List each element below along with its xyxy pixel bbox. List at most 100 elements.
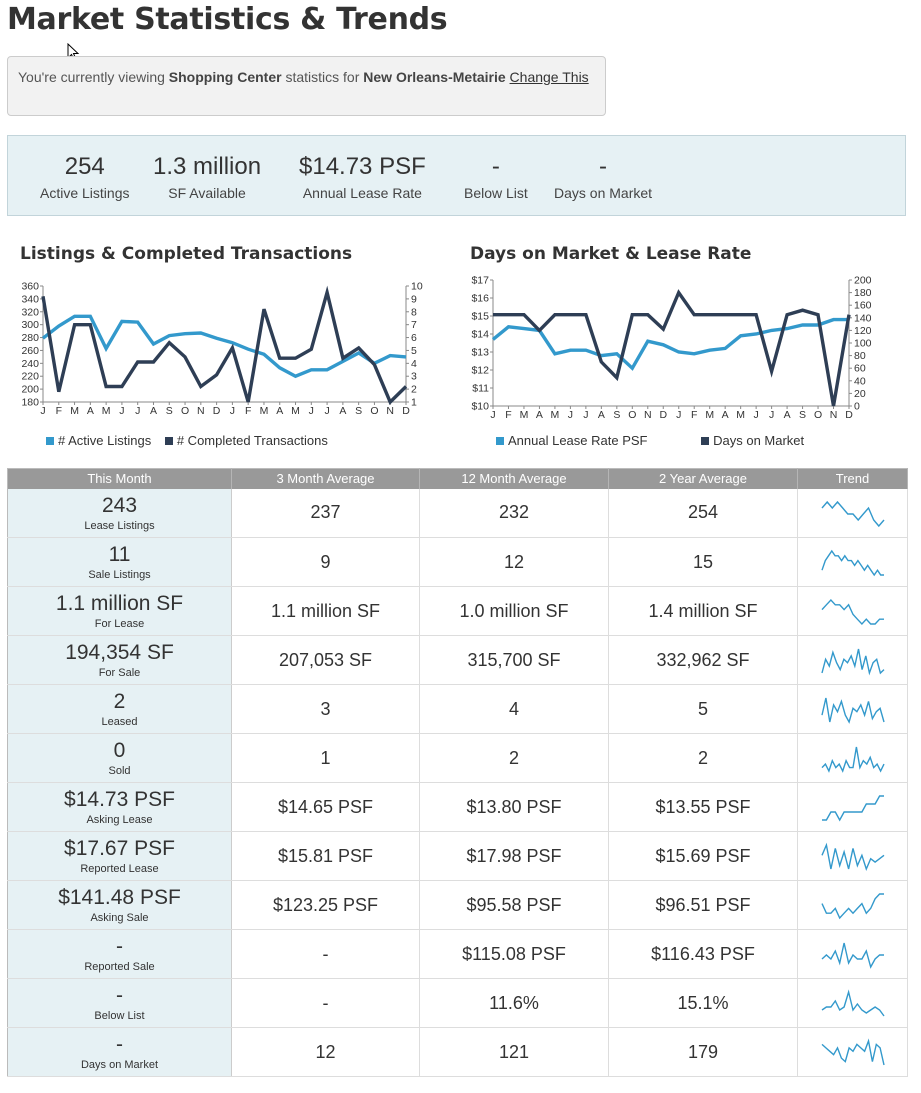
twelve-month-average-cell: $17.98 PSF (419, 831, 609, 881)
sparkline-path (821, 942, 884, 969)
legend-label: # Active Listings (58, 433, 152, 448)
x-tick-label: O (181, 405, 189, 417)
y-tick-label-left: 280 (21, 332, 39, 344)
three-month-average-cell: 1 (231, 733, 420, 783)
twelve-month-average-cell: 315,700 SF (419, 635, 609, 685)
header-3-month-average: 3 Month Average (231, 468, 420, 489)
y-tick-label-left: $12 (471, 365, 489, 377)
this-month-value: 194,354 SF (65, 641, 174, 664)
this-month-value: - (116, 935, 123, 958)
trend-cell (797, 537, 908, 587)
this-month-cell: $14.73 PSF Asking Lease (7, 782, 232, 832)
table-row: - Below List -11.6% 15.1% (7, 978, 908, 1028)
x-tick-label: N (197, 405, 205, 417)
this-month-cell: 0 Sold (7, 733, 232, 783)
table-header-row: This Month 3 Month Average 12 Month Aver… (7, 468, 908, 489)
sparkline-path (820, 549, 884, 577)
x-tick-label: N (644, 409, 652, 421)
this-month-value: $17.67 PSF (64, 837, 175, 860)
x-tick-label: D (845, 409, 853, 421)
series-line-0 (41, 314, 407, 379)
this-month-cell: 194,354 SF For Sale (7, 635, 232, 685)
twelve-month-average-cell: $13.80 PSF (419, 782, 609, 832)
series-line-1 (41, 285, 408, 405)
this-month-value: 2 (113, 690, 126, 713)
summary-value: 254 (64, 153, 105, 180)
metric-label: Reported Sale (84, 961, 155, 973)
sparkline-path (820, 648, 884, 676)
x-tick-label: J (490, 409, 495, 421)
summary-days-on-market: - Days on Market (554, 152, 652, 202)
y-tick-label-right: 0 (854, 401, 860, 413)
twelve-month-average-cell: 1.0 million SF (419, 586, 609, 636)
legend-label: Days on Market (713, 433, 805, 448)
header-12-month-average: 12 Month Average (419, 468, 609, 489)
metric-label: Leased (101, 716, 138, 728)
x-tick-label: F (56, 405, 62, 417)
three-month-average-cell: $15.81 PSF (231, 831, 420, 881)
three-month-average-cell: $14.65 PSF (231, 782, 420, 832)
change-market-link[interactable]: Change This (509, 69, 589, 85)
summary-annual-lease-rate: $14.73 PSF Annual Lease Rate (299, 152, 426, 202)
legend-label: Annual Lease Rate PSF (508, 433, 648, 448)
twelve-month-average-cell: 2 (419, 733, 609, 783)
three-month-average-cell: 9 (231, 537, 420, 587)
summary-label: SF Available (168, 185, 246, 201)
trend-sparkline (820, 549, 884, 577)
summary-label: Days on Market (554, 185, 653, 201)
x-tick-label: S (613, 409, 620, 421)
table-row: 1.1 million SF For Lease 1.1 million SF 1.0… (7, 586, 908, 636)
this-month-cell: $141.48 PSF Asking Sale (7, 880, 232, 930)
x-tick-label: M (736, 409, 745, 421)
trend-sparkline (821, 1038, 885, 1066)
summary-below-list: - Below List (464, 152, 528, 202)
table-row: 2 Leased 3 4 5 (7, 684, 908, 734)
y-tick-label-right: 5 (411, 345, 417, 357)
x-tick-label: A (784, 409, 791, 421)
table-row: - Reported Sale - $115.08 PSF $116.43 PSF (7, 929, 908, 979)
this-month-cell: $17.67 PSF Reported Lease (7, 831, 232, 881)
trend-cell (797, 1027, 908, 1077)
y-tick-label-left: 180 (21, 397, 39, 409)
metric-label: Sale Listings (88, 569, 151, 581)
this-month-value: 1.1 million SF (55, 592, 184, 615)
this-month-value: $141.48 PSF (58, 886, 181, 909)
metric-label: Days on Market (80, 1059, 159, 1071)
page-title: Market Statistics & Trends (7, 2, 448, 37)
x-tick-label: J (40, 405, 45, 417)
metric-label: Below List (94, 1010, 145, 1022)
summary-value: $14.73 PSF (299, 153, 426, 180)
trend-cell (797, 684, 908, 734)
notice-prefix: You're currently viewing (18, 69, 165, 85)
chart0-legend: # Active Listings # Completed Transactio… (46, 433, 328, 448)
sparkline-path (820, 746, 885, 773)
this-month-value: 243 (101, 493, 138, 517)
summary-value: - (599, 153, 608, 180)
twelve-month-average-cell: 121 (419, 1027, 609, 1077)
x-tick-label: J (754, 409, 759, 421)
trend-cell (797, 733, 908, 783)
sparkline-path (821, 1038, 885, 1066)
y-tick-label-right: 80 (854, 350, 866, 362)
y-tick-label-right: 160 (854, 300, 872, 312)
summary-panel: 254 Active Listings 1.3 million SF Avail… (7, 135, 906, 216)
y-tick-label-left: 320 (21, 306, 39, 318)
twelve-month-average-cell: 232 (419, 488, 609, 538)
sparkline-path (820, 500, 885, 527)
chart1-legend: Annual Lease Rate PSF Days on Market (496, 433, 804, 448)
trend-sparkline (821, 795, 884, 822)
trend-sparkline (821, 989, 885, 1017)
y-tick-label-right: 60 (854, 363, 866, 375)
this-month-cell: - Reported Sale (7, 929, 232, 979)
y-tick-label-right: 140 (854, 312, 872, 324)
two-year-average-cell: 179 (608, 1027, 798, 1077)
two-year-average-cell: 15 (608, 537, 798, 587)
two-year-average-cell: $96.51 PSF (608, 880, 798, 930)
x-tick-label: D (402, 405, 410, 417)
three-month-average-cell: 207,053 SF (231, 635, 420, 685)
x-tick-label: M (102, 405, 111, 417)
x-tick-label: M (291, 405, 300, 417)
header-2-year-average: 2 Year Average (608, 468, 798, 489)
three-month-average-cell: - (231, 929, 420, 979)
this-month-value: 11 (108, 543, 131, 566)
